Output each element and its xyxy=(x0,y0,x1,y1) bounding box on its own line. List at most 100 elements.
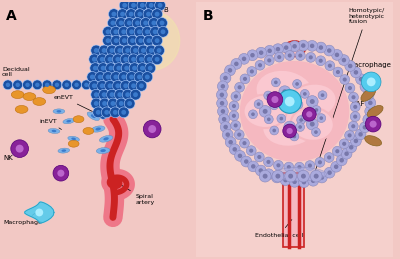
Circle shape xyxy=(89,54,100,65)
Circle shape xyxy=(277,55,281,59)
Circle shape xyxy=(351,124,355,128)
Circle shape xyxy=(363,89,374,100)
Circle shape xyxy=(108,83,112,88)
Circle shape xyxy=(288,53,292,57)
Circle shape xyxy=(302,180,306,184)
Circle shape xyxy=(119,101,124,106)
Circle shape xyxy=(352,95,356,99)
Circle shape xyxy=(360,81,371,92)
Circle shape xyxy=(102,48,106,53)
Circle shape xyxy=(137,12,142,17)
Circle shape xyxy=(150,26,160,37)
Circle shape xyxy=(144,54,155,65)
Circle shape xyxy=(103,26,114,37)
Circle shape xyxy=(146,12,151,17)
Ellipse shape xyxy=(68,140,79,147)
Circle shape xyxy=(354,139,358,143)
Circle shape xyxy=(349,145,354,150)
Circle shape xyxy=(348,86,352,90)
Circle shape xyxy=(229,111,239,121)
Circle shape xyxy=(119,0,130,11)
Circle shape xyxy=(122,38,127,43)
Circle shape xyxy=(320,175,324,180)
Circle shape xyxy=(316,56,326,66)
Text: CTB: CTB xyxy=(148,7,169,19)
Circle shape xyxy=(350,112,360,121)
Circle shape xyxy=(106,38,110,43)
Circle shape xyxy=(263,169,274,180)
Circle shape xyxy=(239,53,250,64)
Circle shape xyxy=(272,170,284,182)
Circle shape xyxy=(113,110,118,115)
Circle shape xyxy=(55,83,59,87)
Circle shape xyxy=(52,80,62,90)
Circle shape xyxy=(228,68,232,73)
Circle shape xyxy=(272,96,278,103)
Circle shape xyxy=(140,66,145,70)
Circle shape xyxy=(135,35,146,46)
Circle shape xyxy=(93,107,104,118)
Circle shape xyxy=(219,114,230,125)
Circle shape xyxy=(92,57,97,62)
Circle shape xyxy=(298,170,309,182)
Circle shape xyxy=(130,45,141,56)
Circle shape xyxy=(117,48,122,53)
Circle shape xyxy=(289,41,300,52)
Ellipse shape xyxy=(53,109,65,114)
Ellipse shape xyxy=(365,136,382,146)
Circle shape xyxy=(101,112,105,117)
Circle shape xyxy=(104,80,115,91)
Circle shape xyxy=(110,48,114,53)
Circle shape xyxy=(110,71,121,82)
Circle shape xyxy=(106,45,117,56)
Circle shape xyxy=(280,175,291,185)
Circle shape xyxy=(98,75,102,80)
Circle shape xyxy=(127,35,138,46)
Circle shape xyxy=(144,35,154,46)
Circle shape xyxy=(280,117,283,120)
Circle shape xyxy=(363,114,374,125)
Circle shape xyxy=(332,49,342,60)
Circle shape xyxy=(134,26,145,37)
Circle shape xyxy=(119,20,124,25)
Circle shape xyxy=(335,149,339,153)
Circle shape xyxy=(320,116,323,120)
Circle shape xyxy=(319,45,323,50)
Circle shape xyxy=(217,98,228,109)
Circle shape xyxy=(108,57,112,62)
Circle shape xyxy=(132,18,143,28)
Circle shape xyxy=(108,66,113,70)
Text: Spiral
artery: Spiral artery xyxy=(120,184,155,205)
Circle shape xyxy=(114,75,118,80)
Circle shape xyxy=(255,165,266,176)
Circle shape xyxy=(102,92,106,97)
Circle shape xyxy=(122,45,133,56)
Bar xyxy=(283,173,304,247)
Circle shape xyxy=(341,148,352,159)
Circle shape xyxy=(114,38,119,43)
Circle shape xyxy=(321,93,324,97)
Circle shape xyxy=(119,35,130,46)
Circle shape xyxy=(128,54,139,65)
Circle shape xyxy=(99,98,110,109)
Circle shape xyxy=(240,74,250,84)
Circle shape xyxy=(103,71,114,82)
Ellipse shape xyxy=(256,70,314,114)
Circle shape xyxy=(145,29,150,34)
Circle shape xyxy=(91,45,102,56)
Circle shape xyxy=(142,71,153,82)
Circle shape xyxy=(97,54,108,65)
Circle shape xyxy=(232,147,237,152)
Circle shape xyxy=(125,48,130,53)
Circle shape xyxy=(121,75,126,80)
Circle shape xyxy=(155,57,160,62)
Circle shape xyxy=(282,89,287,94)
Circle shape xyxy=(267,48,272,53)
Circle shape xyxy=(91,80,101,90)
Circle shape xyxy=(225,137,236,148)
Circle shape xyxy=(118,71,129,82)
Circle shape xyxy=(312,106,321,114)
Circle shape xyxy=(143,9,154,19)
Ellipse shape xyxy=(62,149,66,152)
Circle shape xyxy=(146,45,157,56)
